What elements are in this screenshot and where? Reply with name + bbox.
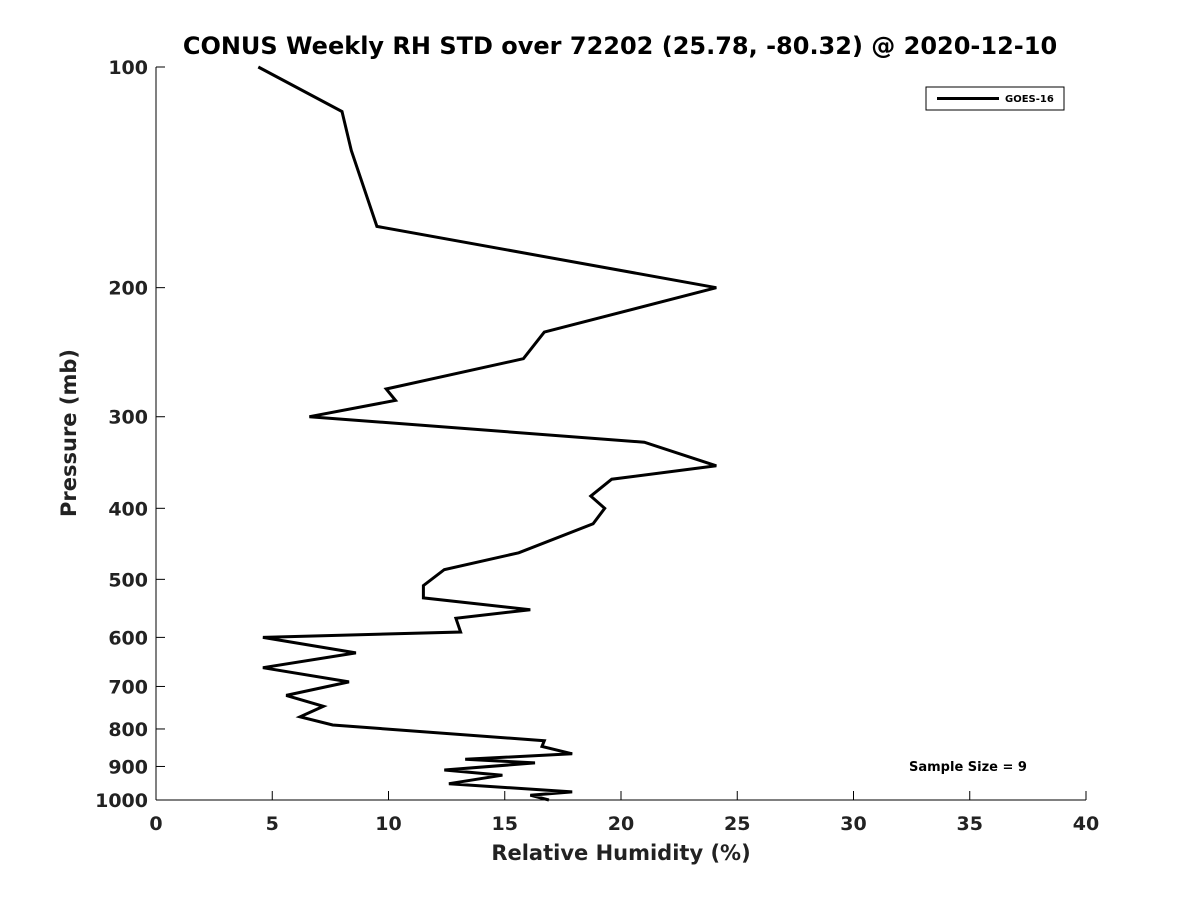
y-tick-label-800: 800 xyxy=(108,719,148,741)
x-tick-label-20: 20 xyxy=(608,813,634,835)
x-tick-label-40: 40 xyxy=(1073,813,1099,835)
y-tick-label-900: 900 xyxy=(108,756,148,778)
x-axis-ticks: 0 5 10 15 20 25 30 35 40 xyxy=(149,791,1099,835)
x-tick-label-0: 0 xyxy=(149,813,162,835)
y-axis-ticks: 100 200 300 400 500 600 700 800 900 1000 xyxy=(95,57,165,812)
y-tick-label-600: 600 xyxy=(108,627,148,649)
x-tick-label-5: 5 xyxy=(266,813,279,835)
y-tick-label-200: 200 xyxy=(108,278,148,300)
y-tick-label-300: 300 xyxy=(108,407,148,429)
y-tick-label-1000: 1000 xyxy=(95,790,148,812)
x-tick-label-35: 35 xyxy=(957,813,983,835)
y-tick-label-400: 400 xyxy=(108,498,148,520)
chart-title: CONUS Weekly RH STD over 72202 (25.78, -… xyxy=(183,32,1057,60)
x-tick-label-10: 10 xyxy=(375,813,401,835)
legend: GOES-16 xyxy=(925,86,1065,111)
x-tick-label-15: 15 xyxy=(492,813,518,835)
x-tick-label-25: 25 xyxy=(724,813,750,835)
legend-label-goes-16: GOES-16 xyxy=(1005,94,1054,105)
y-tick-label-100: 100 xyxy=(108,57,148,79)
sample-size-annotation: Sample Size = 9 xyxy=(909,760,1027,775)
series-layer xyxy=(257,65,717,802)
y-tick-label-700: 700 xyxy=(108,676,148,698)
y-tick-label-500: 500 xyxy=(108,569,148,591)
series-line-goes-16 xyxy=(257,65,717,802)
x-tick-label-30: 30 xyxy=(840,813,866,835)
x-axis-label: Relative Humidity (%) xyxy=(491,841,750,865)
y-axis-label: Pressure (mb) xyxy=(57,349,81,517)
